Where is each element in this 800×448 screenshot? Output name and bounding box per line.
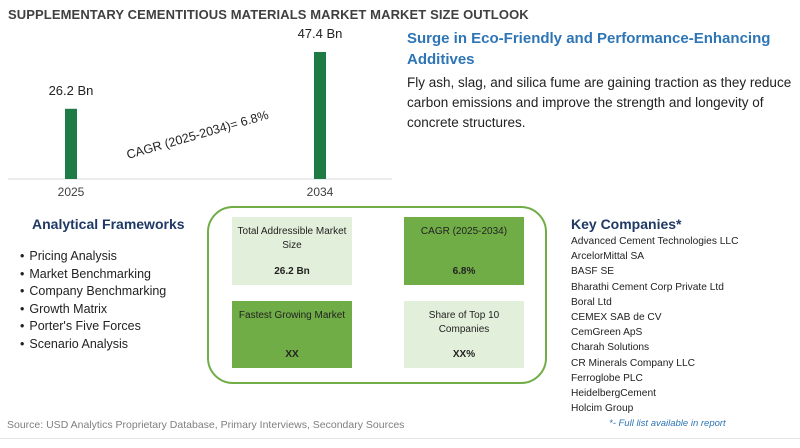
bar-2025	[65, 108, 77, 179]
page-title: SUPPLEMENTARY CEMENTITIOUS MATERIALS MAR…	[8, 7, 529, 22]
x-tick-label: 2034	[307, 185, 334, 199]
framework-item: Pricing Analysis	[20, 248, 166, 266]
company-item: CR Minerals Company LLC	[571, 357, 695, 369]
cagr-annotation: CAGR (2025-2034)= 6.8%	[125, 108, 270, 162]
metric-value: XX%	[452, 349, 476, 360]
metric-label: Fastest Growing Market	[238, 310, 346, 321]
insight-headline: Surge in Eco-Friendly and Performance-En…	[407, 30, 771, 68]
metrics-panel	[207, 206, 547, 384]
metric-label: CAGR (2025-2034)	[420, 226, 508, 237]
framework-item: Porter's Five Forces	[20, 318, 166, 336]
companies-note: *- Full list available in report	[609, 418, 726, 429]
metric-value: XX	[285, 349, 299, 360]
company-item: Charah Solutions	[571, 342, 650, 354]
company-item: Holcim Group	[571, 403, 634, 415]
company-item: ArcelorMittal SA	[571, 251, 645, 263]
company-item: Bharathi Cement Corp Private Ltd	[571, 281, 724, 293]
market-size-chart: 26.2 Bn 2025 47.4 Bn 2034 CAGR (2025-2034)= …	[8, 26, 392, 199]
framework-item: Scenario Analysis	[20, 336, 166, 354]
metric-top10-share: Share of Top 10 Companies XX%	[404, 301, 524, 368]
source-note: Source: USD Analytics Proprietary Databa…	[7, 419, 405, 431]
metric-market-size: Total Addressible Market Size 26.2 Bn	[232, 217, 352, 285]
framework-item: Company Benchmarking	[20, 283, 166, 301]
bar-value-label: 47.4 Bn	[298, 26, 343, 41]
insight-body: Fly ash, slag, and silica fume are gaini…	[407, 75, 792, 130]
metric-cagr: CAGR (2025-2034) 6.8%	[404, 217, 524, 285]
company-item: CEMEX SAB de CV	[571, 312, 662, 324]
metric-label: Share of Top 10 Companies	[428, 310, 500, 335]
bar-2034	[314, 52, 326, 179]
frameworks-list: Pricing Analysis Market Benchmarking Com…	[20, 248, 166, 353]
company-item: Advanced Cement Technologies LLC	[571, 236, 739, 247]
frameworks-title: Analytical Frameworks	[32, 216, 185, 232]
bar-value-label: 26.2 Bn	[49, 83, 94, 98]
framework-item: Market Benchmarking	[20, 266, 166, 284]
company-item: HeidelbergCement	[571, 388, 656, 400]
metric-label: Total Addressible Market Size	[237, 226, 347, 251]
company-item: Boral Ltd	[571, 296, 612, 308]
x-tick-label: 2025	[58, 185, 85, 199]
metric-value: 26.2 Bn	[274, 266, 310, 277]
bottom-divider	[0, 438, 800, 439]
companies-list: Advanced Cement Technologies LLC Arcelor…	[571, 234, 738, 416]
metric-fastest-growing: Fastest Growing Market XX	[232, 301, 352, 368]
framework-item: Growth Matrix	[20, 301, 166, 319]
company-item: Ferroglobe PLC	[571, 372, 643, 384]
company-item: CemGreen ApS	[571, 327, 643, 339]
company-item: BASF SE	[571, 266, 615, 278]
metric-value: 6.8%	[452, 266, 476, 277]
companies-title: Key Companies*	[571, 216, 682, 232]
